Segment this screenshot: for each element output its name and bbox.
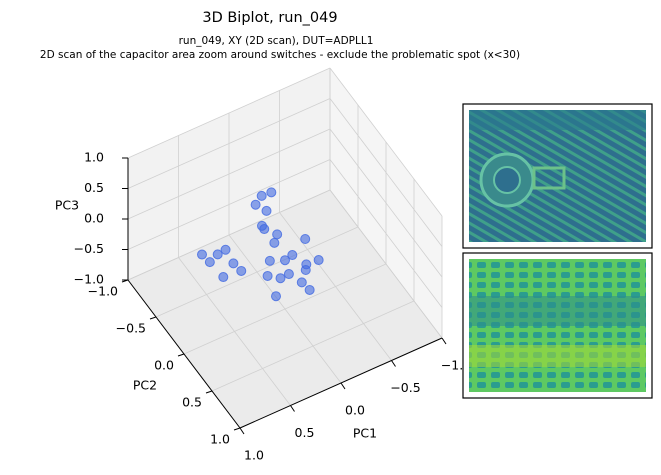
tick-mark [205, 390, 213, 394]
point [275, 273, 286, 284]
tick-label: 0.5 [84, 180, 104, 195]
point [218, 272, 229, 283]
y-axis-label: PC2 [133, 378, 157, 393]
tick-label: −0.5 [390, 380, 420, 395]
point [296, 277, 307, 288]
point [220, 244, 231, 255]
grid-line [329, 128, 443, 278]
grid-line [127, 98, 331, 189]
tick-label: −1.0 [74, 272, 104, 287]
y-axis-line [127, 279, 241, 429]
tick-mark [233, 427, 241, 431]
tick-label: 1.0 [210, 432, 230, 447]
grid-line [211, 300, 415, 392]
point [257, 220, 267, 231]
grid-line [127, 128, 331, 220]
chart-title: 3D Biplot, run_049 [202, 10, 337, 26]
grid-line [127, 159, 331, 250]
grid-line [329, 67, 443, 217]
point [280, 255, 290, 266]
point [204, 257, 215, 268]
point [300, 265, 311, 275]
point [197, 249, 207, 260]
point [266, 187, 277, 198]
point [236, 265, 247, 276]
point [287, 250, 298, 261]
tick-label: 1.0 [84, 150, 104, 165]
grid-line [155, 226, 359, 318]
point [262, 270, 273, 281]
point [228, 258, 239, 269]
tick-label: 0.0 [84, 211, 104, 226]
tick-label: −0.5 [116, 321, 146, 336]
point [272, 229, 283, 240]
tick-mark [290, 405, 295, 412]
point [261, 205, 272, 216]
tick-mark [239, 427, 245, 435]
tick-label: 0.5 [182, 395, 202, 410]
tick-mark [177, 353, 185, 357]
point [256, 190, 267, 201]
tick-mark [441, 337, 447, 345]
tick-label: 0.5 [295, 425, 315, 440]
inset-image [462, 252, 653, 399]
tick-label: −1.0 [88, 284, 118, 299]
grid-line [329, 189, 443, 339]
chart-subtitle: 2D scan of the capacitor area zoom aroun… [40, 49, 520, 61]
point [313, 255, 324, 266]
point [271, 291, 281, 302]
point [269, 237, 280, 248]
tick-label: 0.0 [345, 403, 365, 418]
grid-line [183, 263, 387, 355]
grid-line [127, 67, 331, 159]
point [304, 284, 315, 295]
point [264, 255, 275, 266]
point [283, 269, 294, 280]
tick-label: 1.0 [244, 448, 264, 463]
z-axis-label: PC3 [55, 198, 79, 213]
x-axis-label: PC1 [353, 426, 377, 441]
tick-mark [340, 382, 346, 390]
x-axis-line [239, 337, 443, 429]
chart-subtitle: run_049, XY (2D scan), DUT=ADPLL1 [179, 35, 374, 47]
point [250, 199, 261, 210]
tick-label: −0.5 [74, 241, 104, 256]
inset-image [462, 103, 653, 249]
tick-mark [149, 316, 157, 320]
grid-line [329, 98, 443, 247]
point [212, 249, 223, 260]
tick-mark [391, 360, 396, 367]
point [300, 234, 311, 244]
tick-label: 0.0 [154, 358, 174, 373]
grid-line [127, 189, 331, 281]
grid-line [329, 159, 443, 308]
